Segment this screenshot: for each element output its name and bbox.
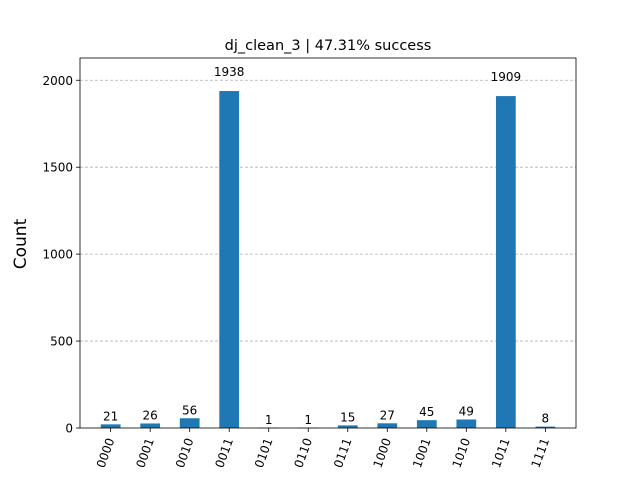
y-tick-label: 1500 [42, 161, 73, 175]
bar-0001 [140, 423, 161, 428]
y-axis-label: Count [11, 218, 31, 269]
x-tick-label: 1011 [489, 436, 513, 469]
bar-1010 [456, 419, 477, 428]
bar-0010 [179, 418, 200, 428]
value-label: 15 [340, 410, 355, 424]
plot-frame [79, 57, 577, 429]
x-tick-label: 0010 [173, 436, 197, 469]
value-label: 21 [103, 409, 118, 423]
x-tick-label: 1001 [410, 436, 434, 469]
y-gridlines [80, 79, 576, 342]
bar-0000 [100, 424, 121, 428]
value-label: 45 [419, 405, 434, 419]
bar-0111 [337, 425, 358, 428]
value-label: 8 [542, 412, 550, 426]
bar-1000 [377, 423, 398, 428]
value-label: 1 [265, 413, 273, 427]
value-label: 49 [459, 404, 474, 418]
x-tick-label: 0011 [212, 436, 236, 469]
bars [100, 91, 556, 429]
bar-0011 [219, 91, 240, 429]
bar-1001 [416, 420, 437, 428]
value-label: 1909 [491, 70, 522, 84]
x-tick-label: 0110 [291, 436, 315, 469]
y-tick-label: 0 [65, 422, 73, 436]
value-label: 26 [143, 408, 158, 422]
x-tick-label: 1000 [370, 436, 394, 469]
x-tick-label: 0000 [94, 436, 118, 469]
bar-1011 [495, 96, 516, 429]
x-tick-label: 0101 [252, 436, 276, 469]
value-label: 27 [380, 408, 395, 422]
x-tick-label: 0001 [133, 436, 157, 469]
y-tick-label: 1000 [42, 248, 73, 262]
value-labels: 21 26 56 1938 1 1 15 27 45 49 1909 8 [103, 65, 549, 427]
value-label: 1938 [214, 65, 245, 79]
bar-1111 [535, 426, 556, 428]
axes: 0 500 1000 1500 2000 0000 0001 0010 0011 0101 0110… [42, 57, 577, 470]
y-tick-label: 2000 [42, 74, 73, 88]
x-tick-label: 1010 [450, 436, 474, 469]
y-tick-label: 500 [50, 335, 73, 349]
value-label: 56 [182, 403, 197, 417]
x-tick-label: 1111 [529, 436, 553, 469]
value-label: 1 [304, 413, 312, 427]
x-tick-label: 0111 [331, 436, 355, 469]
chart-title: dj_clean_3 | 47.31% success [225, 38, 432, 54]
